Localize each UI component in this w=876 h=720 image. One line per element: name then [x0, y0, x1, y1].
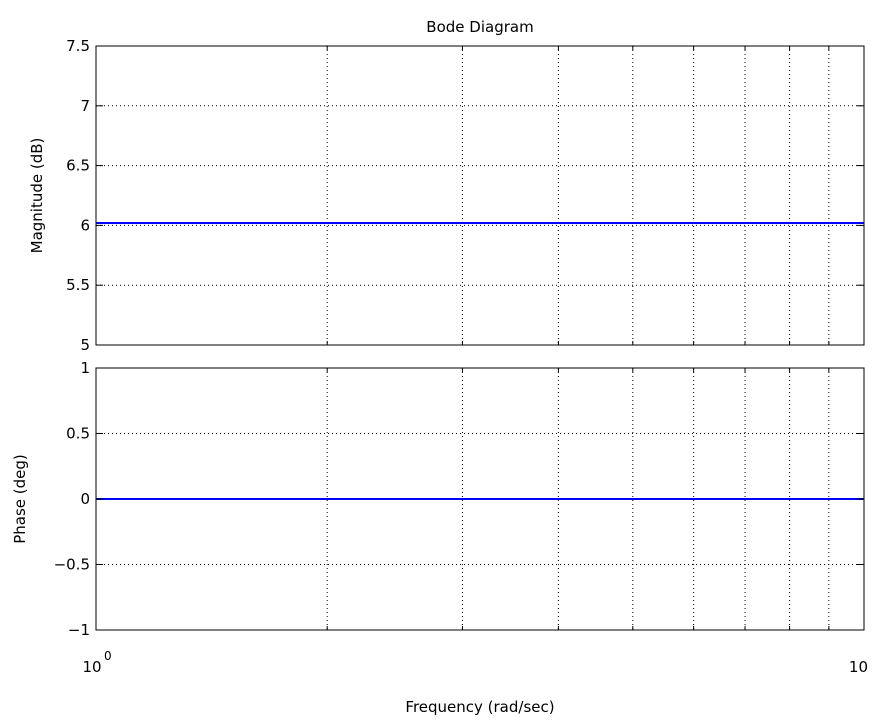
- x-tick-exponent-0: 0: [104, 649, 112, 663]
- magnitude-ytick-label-3: 6.5: [66, 157, 90, 175]
- phase-ytick-label-4: 1: [80, 359, 90, 377]
- phase-ytick-label-1: −0.5: [54, 556, 90, 574]
- x-axis-label: Frequency (rad/sec): [405, 698, 554, 715]
- phase-ytick-label-3: 0.5: [66, 425, 90, 443]
- phase-ylabel: Phase (deg): [11, 454, 29, 544]
- magnitude-ytick-label-0: 5: [80, 336, 90, 354]
- magnitude-ylabel: Magnitude (dB): [28, 138, 46, 254]
- x-tick-label-0: 10: [82, 658, 101, 676]
- magnitude-ytick-label-2: 6: [80, 216, 90, 234]
- x-tick-label-1: 10: [849, 658, 868, 676]
- phase-ytick-label-0: −1: [68, 621, 90, 639]
- phase-ytick-label-2: 0: [80, 490, 90, 508]
- phase-panel: −1 −0.5 0 0.5 1 Phase (deg): [11, 359, 865, 639]
- magnitude-ytick-label-5: 7.5: [66, 37, 90, 55]
- magnitude-ytick-label-4: 7: [80, 97, 90, 115]
- magnitude-ytick-label-1: 5.5: [66, 276, 90, 294]
- chart-title: Bode Diagram: [426, 18, 533, 36]
- magnitude-axes-frame: [95, 45, 865, 346]
- magnitude-panel: 5 5.5 6 6.5 7 7.5 Magnitude (dB): [28, 37, 865, 354]
